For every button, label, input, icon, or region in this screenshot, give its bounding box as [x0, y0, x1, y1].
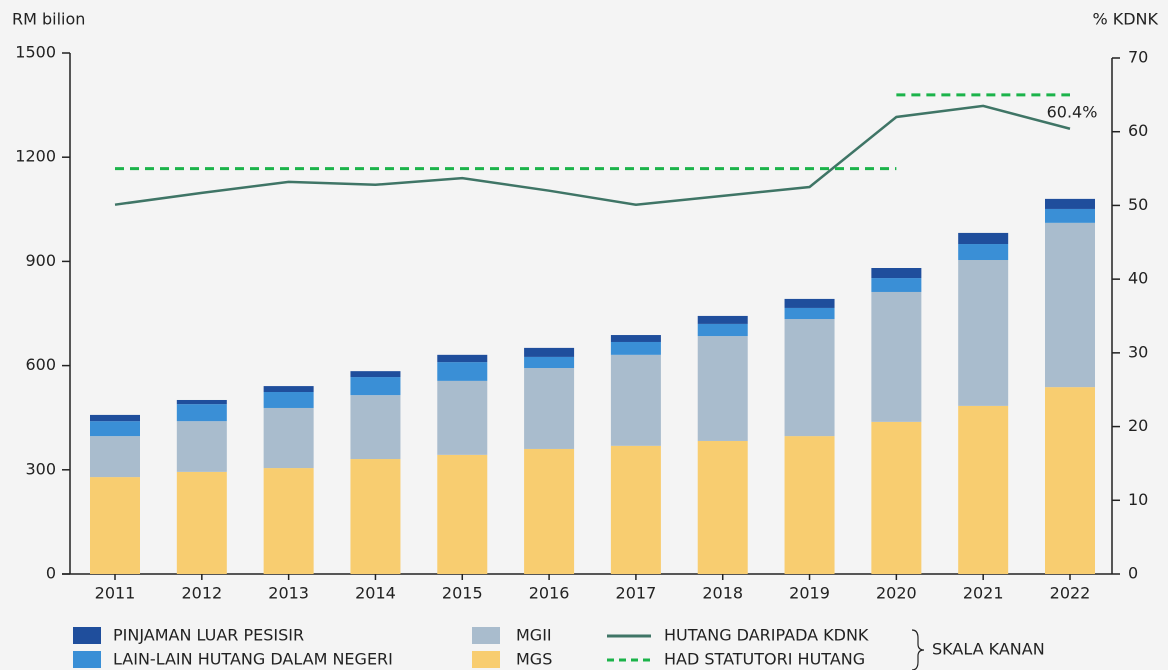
x-tick-label: 2022 — [1050, 584, 1091, 603]
bar — [958, 232, 1009, 245]
bar — [90, 436, 140, 478]
bar — [437, 362, 488, 381]
brace — [911, 629, 925, 670]
y2-tick-label: 70 — [1128, 48, 1148, 67]
y2-tick-label: 60 — [1128, 121, 1148, 140]
bar — [958, 244, 1009, 261]
bar — [263, 391, 314, 408]
x-tick-label: 2012 — [181, 584, 222, 603]
bar — [697, 336, 748, 441]
bar — [176, 399, 227, 405]
y-axis-label: RM bilion — [12, 10, 85, 29]
bar — [350, 377, 401, 396]
bar — [437, 454, 488, 574]
bar — [263, 386, 314, 392]
legend-label: MGS — [516, 650, 552, 669]
y2-tick-label: 0 — [1128, 564, 1138, 583]
x-tick-label: 2014 — [355, 584, 396, 603]
bar — [784, 298, 835, 308]
bar — [1045, 387, 1095, 574]
legend-swatch — [73, 651, 101, 668]
bar — [263, 468, 314, 574]
bar — [697, 315, 748, 324]
bar — [871, 421, 922, 574]
y2-tick-label: 50 — [1128, 195, 1148, 214]
bar — [610, 335, 661, 342]
bar — [784, 307, 835, 320]
right-scale-label: SKALA KANAN — [932, 640, 1045, 659]
bar — [176, 471, 227, 574]
legend-swatch — [472, 651, 500, 668]
bar — [784, 319, 835, 437]
y-tick-label: 1200 — [15, 147, 56, 166]
legend-label: PINJAMAN LUAR PESISIR — [113, 626, 304, 645]
bar — [610, 341, 661, 355]
bar — [610, 445, 661, 574]
x-tick-label: 2021 — [963, 584, 1004, 603]
bar — [871, 278, 922, 292]
bar — [958, 260, 1009, 406]
bar — [176, 404, 227, 422]
bar — [1045, 198, 1095, 209]
y-tick-label: 900 — [25, 251, 56, 270]
bar — [90, 477, 140, 574]
y-tick-label: 1500 — [15, 43, 56, 62]
bar — [524, 356, 575, 369]
bar — [697, 440, 748, 574]
y-tick-label: 600 — [25, 355, 56, 374]
bar — [871, 267, 922, 279]
legend-swatch — [73, 627, 101, 644]
bar — [784, 436, 835, 574]
bar — [697, 323, 748, 337]
legend-swatch — [472, 627, 500, 644]
legend-label: LAIN-LAIN HUTANG DALAM NEGERI — [113, 650, 393, 669]
legend-label: HUTANG DARIPADA KDNK — [664, 626, 869, 645]
bar — [90, 414, 140, 422]
y2-tick-label: 40 — [1128, 269, 1148, 288]
bar — [90, 421, 140, 437]
bar — [263, 407, 314, 469]
bar — [524, 347, 575, 357]
annotation: 60.4% — [1047, 102, 1098, 121]
bar — [524, 448, 575, 574]
x-tick-label: 2019 — [789, 584, 830, 603]
y-tick-label: 300 — [25, 459, 56, 478]
x-tick-label: 2011 — [95, 584, 136, 603]
x-tick-label: 2013 — [268, 584, 309, 603]
y2-tick-label: 10 — [1128, 490, 1148, 509]
bar — [350, 395, 401, 460]
y2-tick-label: 20 — [1128, 416, 1148, 435]
legend-label: MGII — [516, 626, 552, 645]
y-tick-label: 0 — [46, 564, 56, 583]
x-tick-label: 2020 — [876, 584, 917, 603]
x-tick-label: 2018 — [702, 584, 743, 603]
x-tick-label: 2017 — [616, 584, 657, 603]
bar — [958, 405, 1009, 574]
bar — [1045, 222, 1095, 388]
y2-axis-label: % KDNK — [1092, 10, 1158, 29]
bar — [437, 380, 488, 455]
bar — [350, 459, 401, 574]
x-tick-label: 2016 — [529, 584, 570, 603]
bar — [1045, 208, 1095, 223]
bar — [524, 368, 575, 449]
bar — [437, 354, 488, 363]
x-tick-label: 2015 — [442, 584, 483, 603]
y2-tick-label: 30 — [1128, 342, 1148, 361]
bar — [176, 421, 227, 472]
bar — [350, 371, 401, 378]
bar — [871, 291, 922, 422]
line — [114, 104, 1071, 206]
bar — [610, 354, 661, 446]
legend-label: HAD STATUTORI HUTANG — [664, 650, 865, 669]
